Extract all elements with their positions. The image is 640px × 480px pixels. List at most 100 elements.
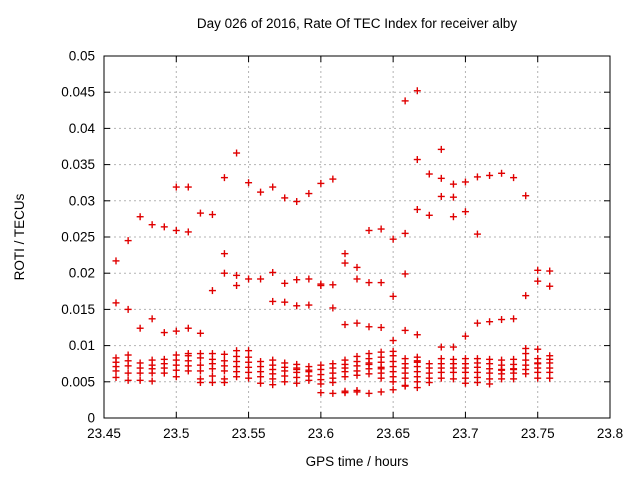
data-points-layer bbox=[112, 87, 554, 397]
label-layer: Day 026 of 2016, Rate Of TEC Index for r… bbox=[12, 16, 623, 469]
data-point-marker bbox=[269, 268, 277, 276]
data-point-marker bbox=[461, 332, 469, 340]
data-point-marker bbox=[353, 371, 361, 379]
data-point-marker bbox=[305, 190, 313, 198]
data-point-marker bbox=[401, 97, 409, 105]
data-point-marker bbox=[353, 388, 361, 396]
data-point-marker bbox=[196, 367, 204, 375]
plot-border bbox=[103, 55, 611, 419]
y-tick-label: 0.015 bbox=[61, 302, 95, 317]
data-point-marker bbox=[413, 331, 421, 339]
data-point-marker bbox=[184, 228, 192, 236]
x-tick-label: 23.55 bbox=[232, 426, 266, 441]
data-point-marker bbox=[522, 292, 530, 300]
data-point-marker bbox=[196, 329, 204, 337]
data-point-marker bbox=[413, 156, 421, 164]
data-point-marker bbox=[425, 170, 433, 178]
data-point-marker bbox=[245, 374, 253, 382]
data-point-marker bbox=[148, 377, 156, 385]
data-point-marker bbox=[293, 198, 301, 206]
x-tick-label: 23.45 bbox=[87, 426, 121, 441]
data-point-marker bbox=[437, 145, 445, 153]
data-point-marker bbox=[413, 384, 421, 392]
data-point-marker bbox=[220, 367, 228, 375]
data-point-marker bbox=[281, 194, 289, 202]
data-point-marker bbox=[377, 324, 385, 331]
data-point-marker bbox=[196, 379, 204, 387]
x-tick-label: 23.65 bbox=[376, 426, 410, 441]
data-point-marker bbox=[208, 211, 216, 219]
data-point-marker bbox=[473, 319, 481, 327]
data-point-marker bbox=[136, 369, 144, 377]
data-point-marker bbox=[257, 373, 265, 381]
y-axis-label: ROTI / TECUs bbox=[12, 193, 27, 280]
data-point-marker bbox=[486, 380, 494, 388]
data-point-marker bbox=[389, 386, 397, 394]
data-point-marker bbox=[172, 327, 180, 335]
data-point-marker bbox=[425, 211, 433, 219]
data-point-marker bbox=[365, 279, 373, 287]
data-point-marker bbox=[124, 376, 132, 384]
data-point-marker bbox=[317, 380, 325, 388]
data-point-marker bbox=[437, 374, 445, 382]
data-point-marker bbox=[172, 373, 180, 381]
data-point-marker bbox=[329, 389, 337, 397]
data-point-marker bbox=[281, 378, 289, 386]
data-point-marker bbox=[534, 374, 542, 382]
data-point-marker bbox=[329, 175, 337, 183]
data-point-marker bbox=[257, 275, 265, 283]
data-point-marker bbox=[112, 367, 120, 375]
x-tick-label: 23.6 bbox=[308, 426, 334, 441]
data-point-marker bbox=[245, 179, 253, 187]
data-point-marker bbox=[498, 169, 506, 177]
y-tick-label: 0.005 bbox=[61, 374, 95, 389]
data-point-marker bbox=[341, 373, 349, 381]
data-point-marker bbox=[196, 354, 204, 362]
data-point-marker bbox=[220, 174, 228, 182]
data-point-marker bbox=[293, 302, 301, 310]
data-point-marker bbox=[196, 209, 204, 217]
data-point-marker bbox=[160, 369, 168, 377]
x-tick-labels: 23.45 23.5 23.55 23.6 23.65 23.7 23.75 23.8 bbox=[87, 426, 623, 441]
data-point-marker bbox=[329, 379, 337, 387]
data-point-marker bbox=[449, 193, 457, 201]
data-point-marker bbox=[124, 237, 132, 245]
data-point-marker bbox=[353, 263, 361, 271]
data-point-marker bbox=[160, 223, 168, 231]
data-point-marker bbox=[124, 305, 132, 313]
data-point-marker bbox=[317, 282, 325, 290]
data-point-marker bbox=[365, 370, 373, 378]
data-point-marker bbox=[233, 149, 241, 157]
data-point-marker bbox=[305, 301, 313, 309]
data-point-marker bbox=[486, 318, 494, 326]
x-tick-label: 23.5 bbox=[163, 426, 189, 441]
data-point-marker bbox=[148, 221, 156, 229]
data-point-marker bbox=[245, 275, 253, 283]
data-point-marker bbox=[353, 275, 361, 283]
data-point-marker bbox=[461, 208, 469, 216]
data-point-marker bbox=[269, 297, 277, 305]
data-point-marker bbox=[329, 281, 337, 289]
data-point-marker bbox=[401, 229, 409, 237]
data-point-marker bbox=[317, 179, 325, 187]
data-point-marker bbox=[461, 178, 469, 186]
data-point-marker bbox=[136, 324, 144, 332]
data-point-marker bbox=[124, 369, 132, 377]
data-point-marker bbox=[112, 373, 120, 381]
data-point-marker bbox=[257, 379, 265, 387]
data-point-marker bbox=[112, 257, 120, 265]
data-point-marker bbox=[257, 188, 265, 196]
data-point-marker bbox=[473, 379, 481, 387]
data-point-marker bbox=[220, 350, 228, 358]
data-point-marker bbox=[220, 379, 228, 387]
data-point-marker bbox=[389, 337, 397, 345]
data-point-marker bbox=[184, 367, 192, 375]
data-point-marker bbox=[510, 375, 518, 383]
data-point-marker bbox=[172, 183, 180, 191]
data-point-marker bbox=[208, 379, 216, 387]
data-point-marker bbox=[401, 326, 409, 334]
data-point-marker bbox=[377, 388, 385, 396]
data-point-marker bbox=[305, 376, 313, 384]
data-point-marker bbox=[498, 316, 506, 324]
data-point-marker bbox=[148, 369, 156, 377]
